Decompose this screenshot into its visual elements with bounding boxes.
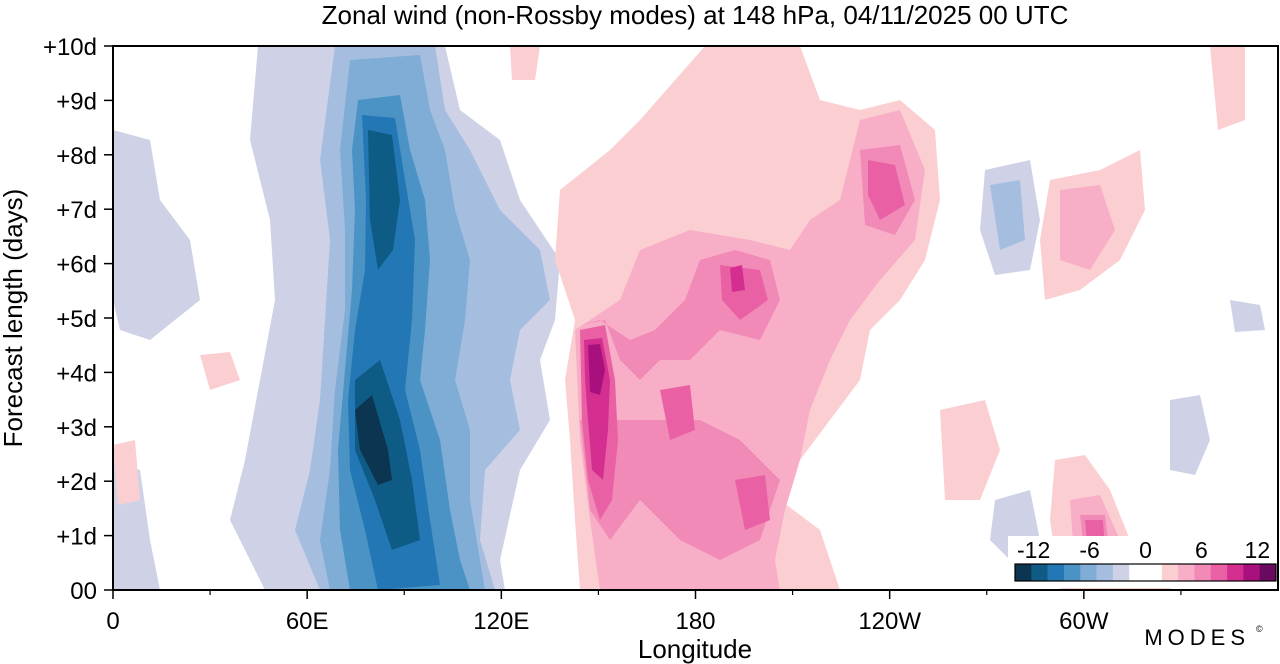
y-tick-label: +2d xyxy=(56,469,97,496)
neg-contour-level-6 xyxy=(368,130,400,270)
colorbar-label: 6 xyxy=(1195,537,1208,563)
y-axis: 00 +1d +2d +3d +4d +5d +6d +7d +8d +9d +10d xyxy=(43,34,113,605)
modes-logo: MODES xyxy=(1144,625,1250,650)
colorbar-frame xyxy=(1014,563,1277,582)
x-tick-label: 120E xyxy=(473,608,529,635)
y-tick-label: +8d xyxy=(56,143,97,170)
colorbar-swatch xyxy=(1112,564,1130,581)
x-tick-label: 180 xyxy=(675,608,715,635)
colorbar-swatch xyxy=(1210,564,1228,581)
x-tick-label: 60E xyxy=(286,608,329,635)
colorbar-label: 0 xyxy=(1139,537,1152,563)
y-tick-label: +6d xyxy=(56,252,97,279)
neg-contour-level-1b xyxy=(113,130,200,340)
pos-contour-level-6 xyxy=(588,344,605,395)
pos-contour-level-2b xyxy=(1060,185,1115,270)
y-tick-label: +4d xyxy=(56,360,97,387)
x-axis-label: Longitude xyxy=(638,634,752,664)
colorbar-swatch xyxy=(1129,564,1146,581)
pos-contour-level-4c xyxy=(660,385,695,440)
y-tick-label: 00 xyxy=(70,578,97,605)
pos-contour-level-3 xyxy=(580,250,780,560)
y-tick-label: +10d xyxy=(43,34,97,61)
colorbar-swatch xyxy=(1015,564,1032,581)
y-tick-label: +5d xyxy=(56,306,97,333)
neg-contour-level-1g xyxy=(1230,300,1265,332)
colorbar-swatch xyxy=(1227,564,1244,581)
colorbar-label: 12 xyxy=(1245,537,1271,563)
colorbar-swatch xyxy=(1161,564,1179,581)
y-tick-label: +3d xyxy=(56,415,97,442)
pos-contour-level-1g xyxy=(1210,46,1245,130)
pos-contour-level-5b xyxy=(730,265,745,292)
pos-contour-level-1e xyxy=(200,352,240,390)
colorbar-swatch xyxy=(1194,564,1212,581)
colorbar-swatch xyxy=(1080,564,1097,581)
modes-logo-mark: © xyxy=(1256,624,1263,634)
pos-contour-level-1d xyxy=(940,400,1000,500)
colorbar-swatch xyxy=(1063,564,1081,581)
chart-title: Zonal wind (non-Rossby modes) at 148 hPa… xyxy=(322,0,1069,30)
y-tick-label: +9d xyxy=(56,88,97,115)
colorbar-label: -12 xyxy=(1017,537,1050,563)
x-axis: 0 60E 120E 180 120W 60W xyxy=(106,590,1182,635)
x-tick-label: 60W xyxy=(1059,608,1109,635)
colorbar-swatch xyxy=(1259,564,1277,581)
y-axis-label: Forecast length (days) xyxy=(0,189,28,448)
pos-contour-level-4e xyxy=(868,160,905,220)
colorbar-swatch xyxy=(1243,564,1260,581)
neg-contour-level-7 xyxy=(355,395,392,485)
colorbar-label: -6 xyxy=(1079,537,1099,563)
pos-contour-level-1h xyxy=(113,440,140,505)
neg-contour-level-2b xyxy=(990,180,1025,250)
colorbar-swatch xyxy=(1145,564,1163,581)
pos-contour-level-1f xyxy=(510,46,540,80)
neg-contour-level-1e xyxy=(1170,395,1210,475)
colorbar-swatch xyxy=(1047,564,1065,581)
colorbar-swatch xyxy=(1096,564,1114,581)
x-tick-label: 0 xyxy=(106,608,119,635)
contour-fields xyxy=(113,46,1265,590)
x-tick-label: 120W xyxy=(858,608,921,635)
colorbar-swatch xyxy=(1178,564,1195,581)
pos-contour-level-4d xyxy=(735,475,770,530)
y-tick-label: +1d xyxy=(56,524,97,551)
colorbar-swatch xyxy=(1031,564,1048,581)
y-tick-label: +7d xyxy=(56,197,97,224)
colorbar: -12 -6 0 6 12 xyxy=(1008,536,1277,588)
